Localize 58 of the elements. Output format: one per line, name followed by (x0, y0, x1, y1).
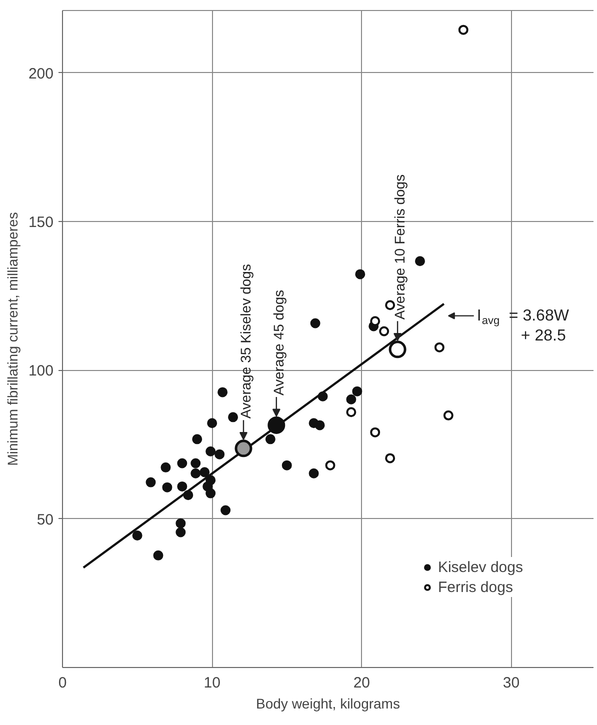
point (388, 340, 406, 358)
point (192, 434, 202, 444)
point (190, 458, 201, 468)
point (346, 394, 356, 404)
point (200, 467, 210, 478)
point (310, 318, 320, 328)
y-tick-label: 50 (36, 511, 54, 528)
point (176, 518, 186, 528)
x-tick-label: 20 (353, 674, 370, 692)
point (414, 256, 425, 266)
point (214, 449, 225, 460)
point (352, 386, 362, 396)
point (282, 460, 292, 470)
x-axis-title: Body weight, kilograms (256, 696, 400, 712)
point (190, 468, 201, 478)
point (370, 316, 380, 326)
point (434, 342, 444, 352)
x-tick-label: 0 (58, 674, 67, 692)
point (355, 269, 366, 280)
point (379, 326, 390, 336)
point (220, 505, 231, 516)
point (308, 468, 319, 478)
y-axis-title: Minimum fibrillating current, milliamperes (4, 212, 20, 466)
legend-label: Kiselev dogs (438, 558, 523, 576)
point (146, 477, 156, 488)
point (218, 387, 228, 398)
point (160, 462, 171, 472)
point (176, 527, 186, 538)
point (370, 427, 380, 438)
point (385, 453, 396, 464)
point (206, 488, 216, 498)
point (314, 420, 325, 430)
point (153, 550, 164, 560)
annotation: Average 35 Kiselev dogs (237, 264, 254, 419)
point (132, 530, 142, 540)
point (206, 446, 216, 456)
point (162, 482, 172, 492)
point (265, 434, 276, 444)
point (177, 458, 188, 468)
annotation: Average 45 dogs (270, 290, 286, 396)
point (177, 481, 188, 492)
point (268, 416, 286, 434)
x-tick-label: 10 (204, 674, 220, 692)
point (443, 410, 454, 420)
legend-label: Ferris dogs (438, 578, 513, 596)
x-tick-label: 30 (502, 674, 520, 692)
point (206, 475, 216, 486)
annotation: Average 10 Ferris dogs (392, 174, 408, 320)
point (385, 300, 396, 310)
point (234, 440, 252, 458)
y-tick-label: 100 (28, 362, 54, 380)
y-tick-label: 150 (28, 214, 54, 232)
point (346, 407, 356, 418)
point (228, 412, 238, 422)
point (458, 24, 468, 35)
y-tick-label: 200 (28, 65, 54, 82)
point (207, 418, 218, 428)
point (325, 460, 336, 470)
